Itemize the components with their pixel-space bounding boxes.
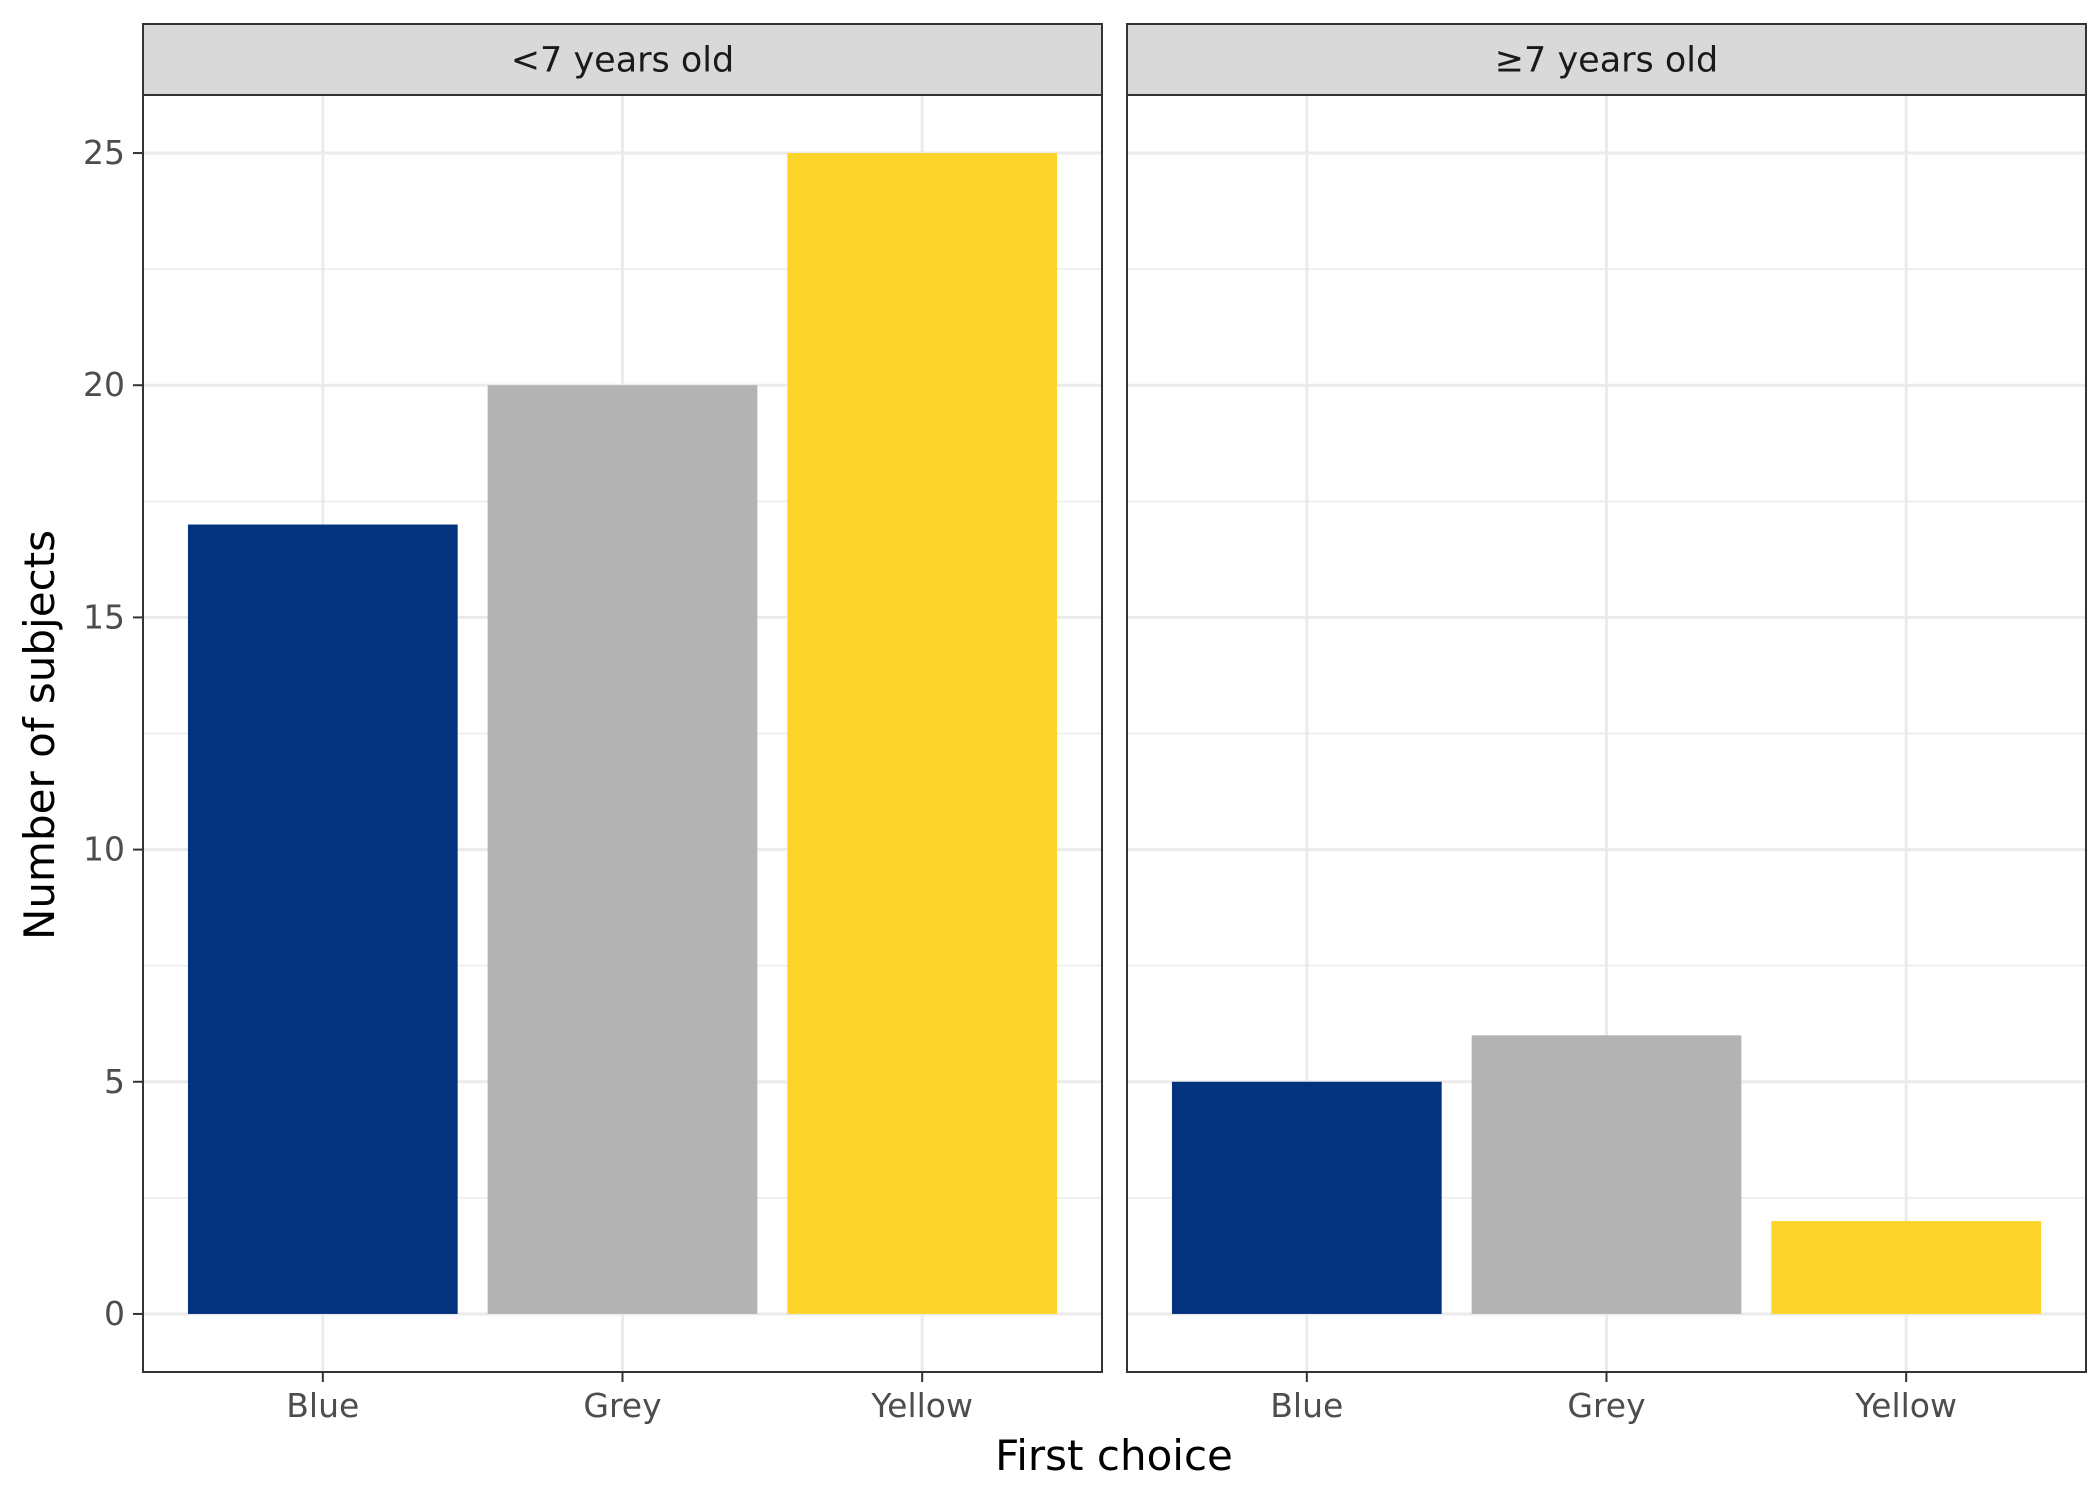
y-tick-label: 0 <box>104 1294 125 1333</box>
x-tick-label: Blue <box>1270 1386 1343 1425</box>
x-tick-label: Grey <box>583 1386 661 1425</box>
bar-grey <box>1471 1035 1742 1314</box>
bar-yellow <box>787 153 1058 1314</box>
y-tick-label: 10 <box>83 830 125 869</box>
facet-strip-label: ≥7 years old <box>1495 41 1719 81</box>
bar-yellow <box>1771 1221 2042 1314</box>
y-tick-label: 15 <box>83 597 125 636</box>
y-tick-label: 5 <box>104 1062 125 1101</box>
facet-panel-1: <7 years old Blue Grey Yellow 0 5 10 15 20 25 <box>83 23 1103 1425</box>
bar-blue <box>187 524 458 1314</box>
bar-grey <box>487 385 758 1314</box>
bar-blue <box>1171 1081 1442 1314</box>
y-axis-title: Number of subjects <box>15 530 64 940</box>
x-tick-label: Grey <box>1567 1386 1645 1425</box>
facet-panels: <7 years old Blue Grey Yellow 0 5 10 15 20 25 ≥7 y… <box>83 23 2087 1425</box>
y-tick-label: 25 <box>83 133 125 172</box>
x-tick-label: Blue <box>286 1386 359 1425</box>
y-tick-label: 20 <box>83 365 125 404</box>
facet-strip <box>1126 23 2087 96</box>
x-tick-label: Yellow <box>870 1386 973 1425</box>
x-tick-label: Yellow <box>1854 1386 1957 1425</box>
facet-strip-label: <7 years old <box>511 41 735 81</box>
x-axis-title: First choice <box>995 1431 1233 1480</box>
facet-strip <box>142 23 1103 96</box>
facet-panel-2: ≥7 years old Blue Grey Yellow <box>1126 23 2087 1425</box>
